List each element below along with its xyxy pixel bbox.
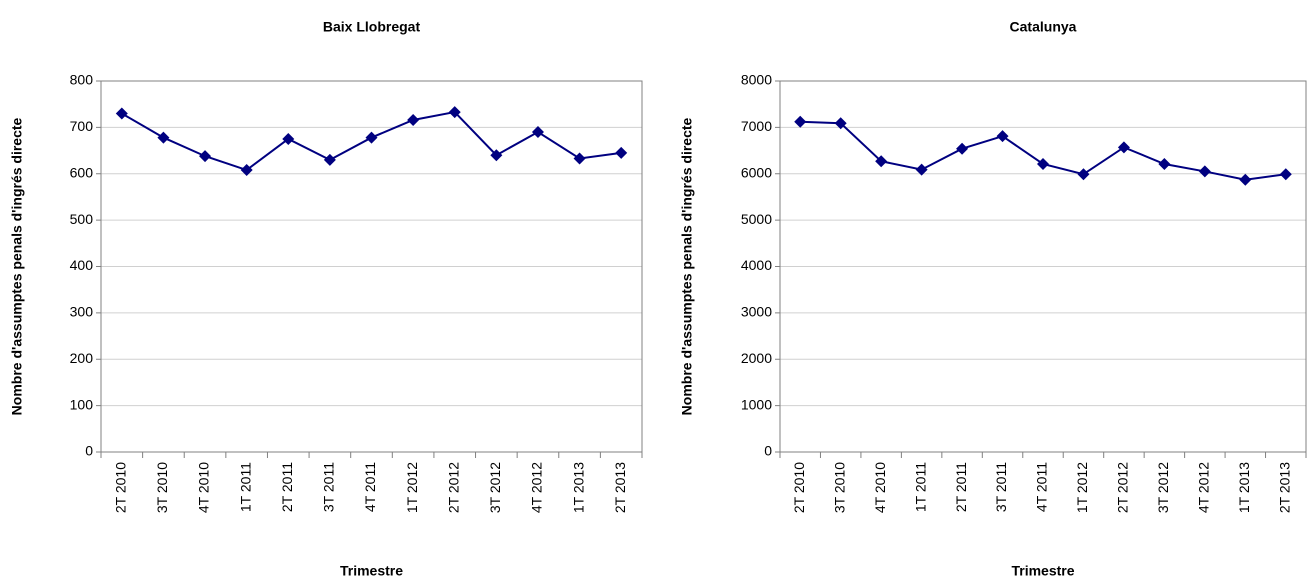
x-tick-label: 2T 2010: [113, 462, 129, 513]
marker: [794, 115, 807, 128]
chart-title: Catalunya: [1010, 19, 1077, 35]
panel: Baix Llobregat Trimestre Nombre d'assumpte…: [9, 19, 643, 579]
x-axis-label: Trimestre: [1011, 563, 1074, 579]
marker: [365, 131, 378, 144]
x-tick-label: 4T 2012: [529, 462, 545, 513]
plot-area: [779, 80, 1307, 453]
marker: [956, 142, 969, 155]
x-tick-label: 1T 2011: [237, 462, 253, 512]
x-tick-label: 3T 2011: [993, 462, 1009, 512]
marker: [1279, 168, 1292, 181]
x-tick-label: 4T 2010: [196, 462, 212, 513]
x-tick-label: 1T 2011: [912, 462, 928, 512]
y-tick-label: 5000: [741, 211, 772, 227]
panel: Catalunya Trimestre Nombre d'assumptes pen…: [679, 19, 1307, 579]
y-tick-label: 600: [70, 164, 94, 180]
y-tick-label: 4000: [741, 257, 772, 273]
x-tick-label: 1T 2013: [570, 462, 586, 513]
marker: [915, 163, 928, 176]
marker: [1239, 173, 1252, 186]
marker: [323, 153, 336, 166]
marker: [615, 146, 628, 159]
marker: [573, 152, 586, 165]
x-tick-label: 2T 2012: [445, 462, 461, 513]
y-tick-label: 100: [70, 396, 94, 412]
x-tick-label: 1T 2012: [1074, 462, 1090, 513]
x-tick-label: 3T 2011: [321, 462, 337, 512]
marker: [1117, 141, 1130, 154]
y-tick-label: 400: [70, 257, 94, 273]
plot-area: [100, 80, 643, 453]
marker: [996, 130, 1009, 143]
y-tick-label: 200: [70, 350, 94, 366]
x-tick-label: 3T 2012: [487, 462, 503, 513]
marker: [531, 126, 544, 139]
y-tick-label: 6000: [741, 164, 772, 180]
x-tick-label: 2T 2011: [953, 462, 969, 512]
y-tick-label: 500: [70, 211, 94, 227]
y-tick-label: 8000: [741, 72, 772, 88]
y-tick-label: 3000: [741, 304, 772, 320]
x-tick-label: 2T 2013: [612, 462, 628, 513]
marker: [490, 149, 503, 162]
x-tick-label: 4T 2012: [1196, 462, 1212, 513]
x-tick-label: 3T 2010: [831, 462, 847, 513]
x-tick-label: 4T 2010: [872, 462, 888, 513]
marker: [1158, 158, 1171, 171]
x-tick-label: 2T 2013: [1276, 462, 1292, 513]
marker: [282, 132, 295, 145]
x-tick-label: 1T 2012: [404, 462, 420, 513]
x-axis-label: Trimestre: [340, 563, 403, 579]
marker: [1037, 158, 1049, 171]
y-tick-label: 0: [764, 443, 772, 459]
x-tick-label: 2T 2011: [279, 462, 295, 512]
y-tick-label: 1000: [741, 396, 772, 412]
y-axis-label: Nombre d'assumptes penals d'ingrés direc…: [9, 117, 25, 415]
marker: [834, 117, 847, 130]
marker: [448, 106, 461, 119]
marker: [157, 131, 170, 144]
x-tick-label: 3T 2012: [1155, 462, 1171, 513]
y-axis-label: Nombre d'assumptes penals d'ingrés direc…: [679, 117, 695, 415]
marker: [115, 107, 128, 120]
y-tick-label: 800: [70, 72, 94, 88]
x-tick-label: 3T 2010: [154, 462, 170, 513]
marker: [1077, 168, 1090, 181]
x-tick-label: 4T 2011: [362, 462, 378, 512]
marker: [1198, 165, 1211, 178]
y-tick-label: 2000: [741, 350, 772, 366]
marker: [199, 150, 212, 163]
marker: [407, 113, 420, 126]
y-tick-label: 0: [85, 443, 93, 459]
chart-title: Baix Llobregat: [323, 19, 421, 35]
marker: [240, 164, 253, 177]
x-tick-label: 4T 2011: [1034, 462, 1050, 512]
y-tick-label: 7000: [741, 118, 772, 134]
y-tick-label: 700: [70, 118, 94, 134]
marker: [875, 155, 888, 168]
line: [800, 120, 1286, 181]
x-tick-label: 2T 2010: [791, 462, 807, 513]
x-tick-label: 1T 2013: [1236, 462, 1252, 513]
y-tick-label: 300: [70, 304, 94, 320]
x-tick-label: 2T 2012: [1115, 462, 1131, 513]
